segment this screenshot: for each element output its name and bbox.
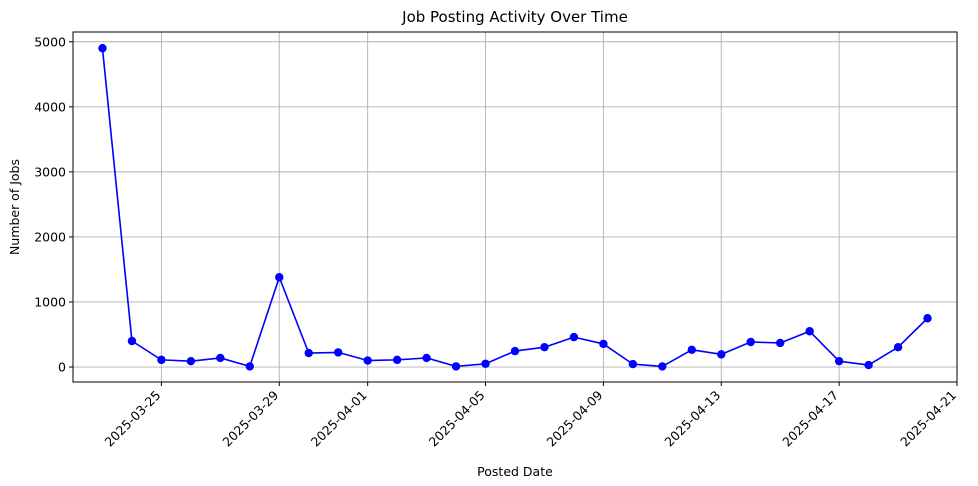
y-tick-label: 2000 — [34, 229, 66, 244]
x-tick-label: 2025-04-17 — [779, 388, 841, 450]
data-point — [392, 355, 402, 365]
data-point — [834, 356, 844, 366]
data-point — [157, 355, 166, 365]
data-point — [275, 273, 284, 282]
data-point — [127, 336, 137, 346]
data-point — [363, 356, 372, 365]
data-point — [628, 359, 638, 369]
data-point — [481, 359, 490, 368]
y-axis-label: Number of Jobs — [7, 159, 22, 255]
data-point — [540, 343, 549, 352]
y-tick-label: 3000 — [34, 164, 66, 179]
data-point — [334, 348, 343, 357]
data-point — [216, 353, 225, 363]
x-tick-label: 2025-03-25 — [102, 388, 164, 450]
y-tick-label: 4000 — [34, 99, 66, 114]
x-axis: 2025-03-25 2025-03-29 2025-04-01 2025-04-05… — [102, 382, 959, 450]
data-point — [658, 362, 667, 371]
data-point — [776, 338, 785, 348]
x-tick-label: 2025-04-09 — [544, 387, 606, 449]
data-point — [805, 327, 814, 336]
data-point — [923, 314, 932, 323]
series-line-layer — [101, 48, 929, 368]
x-tick-label: 2025-04-21 — [897, 388, 959, 450]
data-point — [569, 332, 579, 342]
grid — [73, 32, 958, 382]
data-point — [245, 362, 254, 371]
x-tick-label: 2025-04-13 — [661, 388, 723, 450]
y-tick-label: 1000 — [34, 294, 66, 309]
x-tick-label: 2025-04-05 — [426, 388, 488, 450]
y-axis: 0 1000 2000 3000 4000 5000 — [34, 34, 73, 375]
data-point — [717, 350, 726, 359]
data-point — [864, 360, 873, 370]
data-point — [510, 346, 520, 356]
y-tick-label: 0 — [58, 360, 66, 375]
data-point — [98, 44, 107, 53]
data-point — [599, 339, 608, 349]
data-point — [746, 337, 755, 347]
data-point — [451, 362, 461, 371]
data-point — [687, 345, 696, 354]
data-point — [422, 353, 431, 363]
y-tick-label: 5000 — [34, 34, 66, 49]
chart-title: Job Posting Activity Over Time — [401, 8, 628, 26]
data-points — [98, 44, 932, 371]
x-axis-label: Posted Date — [477, 464, 553, 479]
plot-area-frame — [72, 31, 958, 383]
data-point — [893, 343, 903, 352]
x-tick-label: 2025-04-01 — [308, 388, 370, 450]
data-point — [304, 348, 313, 358]
x-tick-label: 2025-03-29 — [219, 387, 281, 449]
data-point — [186, 356, 196, 366]
series-line — [101, 48, 929, 368]
